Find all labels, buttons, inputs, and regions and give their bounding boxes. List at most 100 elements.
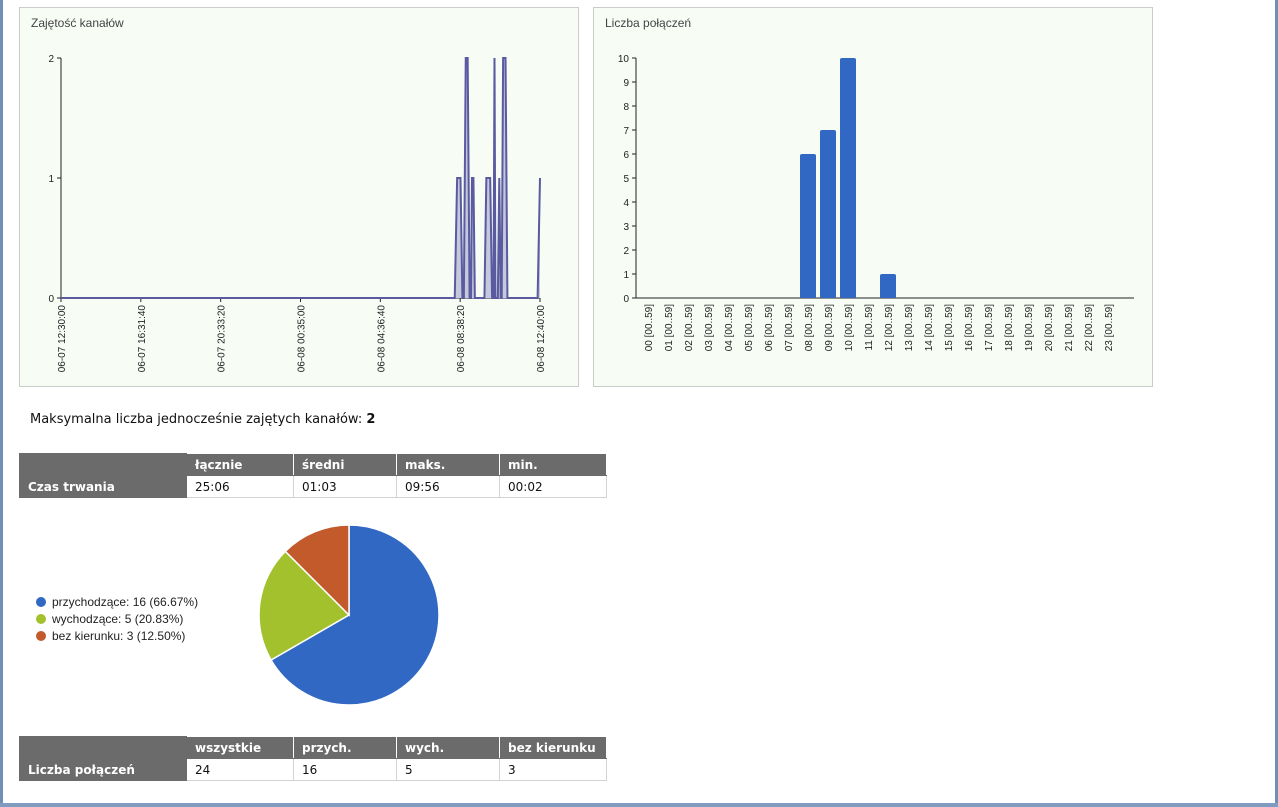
y-tick-label: 10 [618, 54, 630, 65]
x-tick-label: 05 [00..59] [744, 304, 755, 351]
legend-item-incoming: przychodzące: 16 (66.67%) [36, 593, 198, 610]
y-tick-label: 6 [623, 150, 629, 161]
duration-header-average: średni [293, 453, 397, 476]
count-header-outgoing: wych. [396, 736, 500, 759]
x-tick-label: 14 [00..59] [924, 304, 935, 351]
x-tick-label: 06-08 00:35:00 [297, 305, 308, 373]
pie-slice-2 [284, 524, 350, 617]
connections-chart: 0 1 2 3 4 5 6 7 8 9 10 00 [00..59] 01 [00..59] 02 [00… [618, 54, 1134, 351]
y-tick-label: 3 [623, 222, 629, 233]
count-outgoing: 5 [396, 758, 500, 781]
y-tick-label: 1 [48, 174, 54, 185]
x-tick-label: 12 [00..59] [884, 304, 895, 351]
bar-12 [880, 274, 896, 298]
count-nodirection: 3 [499, 758, 607, 781]
legend-dot-outgoing [36, 613, 46, 624]
y-tick-label: 5 [623, 174, 629, 185]
y-tick-label: 0 [48, 294, 54, 305]
legend-label-outgoing: wychodzące: 5 (20.83%) [52, 611, 184, 626]
occupancy-chart: 0 1 2 06-07 12:30:00 06-07 16:31:40 06-07 20:… [48, 54, 547, 373]
duration-average: 01:03 [293, 475, 397, 498]
x-tick-label: 15 [00..59] [944, 304, 955, 351]
count-table-header: wszystkie przych. wych. bez kierunku [19, 736, 607, 759]
duration-header-max: maks. [396, 453, 500, 476]
count-all: 24 [186, 758, 294, 781]
count-header-empty [19, 736, 187, 759]
y-tick-label: 8 [623, 102, 629, 113]
y-tick-label: 1 [623, 270, 629, 281]
x-tick-label: 06-08 04:36:40 [376, 305, 387, 373]
x-tick-label: 17 [00..59] [984, 304, 995, 351]
duration-table: łącznie średni maks. min. Czas trwania 2… [19, 453, 607, 498]
duration-min: 00:02 [499, 475, 607, 498]
window-frame-right [1275, 0, 1278, 807]
bar-8 [800, 154, 816, 298]
duration-total: 25:06 [186, 475, 294, 498]
x-tick-label: 01 [00..59] [664, 304, 675, 351]
count-row-label: Liczba połączeń [19, 758, 187, 781]
y-tick-label: 7 [623, 126, 629, 137]
duration-header-min: min. [499, 453, 607, 476]
pie-legend: przychodzące: 16 (66.67%) wychodzące: 5 … [36, 593, 198, 644]
duration-row-label: Czas trwania [19, 475, 187, 498]
direction-pie-chart [258, 524, 440, 706]
x-tick-label: 09 [00..59] [824, 304, 835, 351]
legend-dot-nodirection [36, 630, 46, 641]
x-tick-label: 18 [00..59] [1004, 304, 1015, 351]
pie-slice-0 [270, 524, 440, 706]
max-channels-value: 2 [366, 412, 376, 427]
legend-dot-incoming [36, 596, 46, 607]
occupancy-line [61, 57, 541, 299]
x-tick-label: 06-07 20:33:20 [217, 305, 228, 373]
occupancy-chart-title: Zajętość kanałów [31, 16, 124, 30]
x-tick-label: 13 [00..59] [904, 304, 915, 351]
count-header-incoming: przych. [293, 736, 397, 759]
x-tick-label: 06-08 12:40:00 [536, 305, 547, 373]
table-row: Liczba połączeń 24 16 5 3 [19, 758, 607, 781]
x-tick-label: 22 [00..59] [1084, 304, 1095, 351]
y-tick-label: 2 [623, 246, 629, 257]
legend-label-incoming: przychodzące: 16 (66.67%) [52, 594, 199, 609]
legend-item-nodirection: bez kierunku: 3 (12.50%) [36, 627, 198, 644]
count-table: wszystkie przych. wych. bez kierunku Lic… [19, 736, 607, 781]
legend-label-nodirection: bez kierunku: 3 (12.50%) [52, 628, 186, 643]
table-row: Czas trwania 25:06 01:03 09:56 00:02 [19, 475, 607, 498]
x-tick-label: 06-08 08:38:20 [456, 305, 467, 373]
x-tick-label: 07 [00..59] [784, 304, 795, 351]
x-tick-label: 21 [00..59] [1064, 304, 1075, 351]
pie-slice-1 [258, 550, 351, 662]
max-channels-line: Maksymalna liczba jednocześnie zajętych … [30, 412, 375, 427]
duration-header-total: łącznie [186, 453, 294, 476]
y-tick-label: 2 [48, 54, 54, 65]
x-tick-label: 16 [00..59] [964, 304, 975, 351]
x-tick-label: 19 [00..59] [1024, 304, 1035, 351]
window-frame-bottom [0, 803, 1278, 807]
duration-header-empty [19, 453, 187, 476]
y-tick-label: 0 [623, 294, 629, 305]
x-tick-label: 11 [00..59] [864, 304, 875, 351]
x-tick-label: 20 [00..59] [1044, 304, 1055, 351]
bar-9 [820, 130, 836, 298]
connections-chart-panel: Liczba połączeń 0 1 2 3 4 5 6 7 8 9 10 00 [00..59] 0… [593, 7, 1153, 387]
x-tick-label: 02 [00..59] [684, 304, 695, 351]
x-tick-label: 06-07 12:30:00 [57, 305, 68, 373]
x-tick-label: 10 [00..59] [844, 304, 855, 351]
x-tick-label: 23 [00..59] [1104, 304, 1115, 351]
x-tick-label: 06 [00..59] [764, 304, 775, 351]
count-header-all: wszystkie [186, 736, 294, 759]
connections-chart-title: Liczba połączeń [605, 16, 692, 30]
x-tick-label: 08 [00..59] [804, 304, 815, 351]
x-tick-label: 06-07 16:31:40 [137, 305, 148, 373]
count-header-nodirection: bez kierunku [499, 736, 607, 759]
x-tick-label: 04 [00..59] [724, 304, 735, 351]
y-tick-label: 9 [623, 78, 629, 89]
duration-max: 09:56 [396, 475, 500, 498]
occupancy-chart-panel: Zajętość kanałów 0 1 2 06-07 12:30:00 06-07 … [19, 7, 579, 387]
max-channels-label: Maksymalna liczba jednocześnie zajętych … [30, 412, 363, 427]
x-tick-label: 00 [00..59] [644, 304, 655, 351]
window-frame-left [0, 0, 3, 807]
count-incoming: 16 [293, 758, 397, 781]
y-tick-label: 4 [623, 198, 629, 209]
bar-10 [840, 58, 856, 298]
x-tick-label: 03 [00..59] [704, 304, 715, 351]
